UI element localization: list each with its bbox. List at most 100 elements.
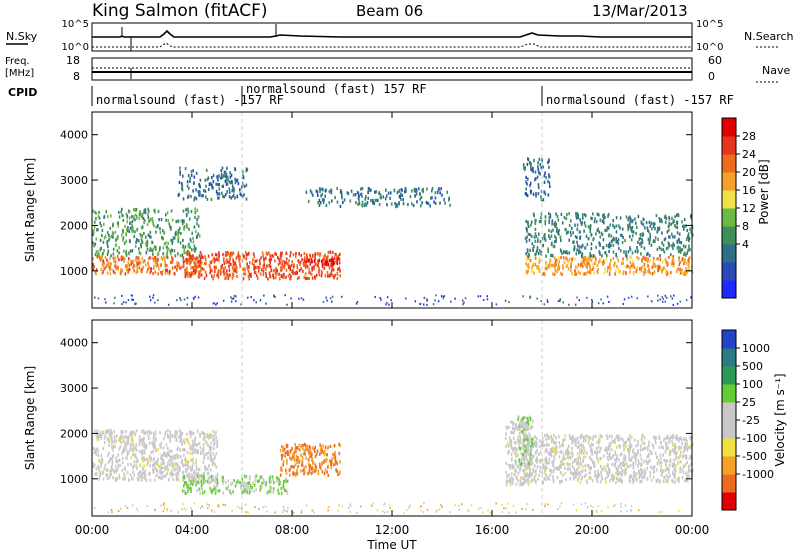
heatmap-cell — [557, 265, 559, 269]
heatmap-cell — [336, 186, 338, 191]
heatmap-cell — [203, 490, 206, 494]
heatmap-cell — [561, 480, 563, 484]
heatmap-cell — [150, 451, 153, 455]
heatmap-cell — [677, 477, 680, 481]
heatmap-cell — [172, 477, 174, 481]
heatmap-cell — [270, 257, 272, 261]
heatmap-cell — [215, 465, 218, 469]
heatmap-cell — [199, 434, 201, 438]
noise-cell — [690, 296, 692, 299]
heatmap-cell — [508, 436, 511, 440]
heatmap-cell — [313, 265, 315, 269]
heatmap-cell — [174, 265, 176, 269]
heatmap-cell — [552, 440, 555, 444]
heatmap-cell — [627, 218, 629, 222]
noise-cell — [529, 295, 532, 298]
heatmap-cell — [222, 479, 225, 483]
heatmap-cell — [567, 452, 569, 456]
heatmap-cell — [182, 245, 184, 249]
heatmap-cell — [280, 266, 282, 270]
heatmap-cell — [249, 484, 252, 488]
heatmap-cell — [186, 225, 188, 229]
noise-cell — [105, 301, 107, 304]
heatmap-cell — [134, 433, 136, 437]
heatmap-cell — [160, 466, 162, 470]
heatmap-cell — [115, 439, 117, 443]
heatmap-cell — [143, 444, 145, 448]
heatmap-cell — [308, 469, 311, 473]
heatmap-cell — [599, 434, 602, 438]
heatmap-cell — [540, 220, 542, 224]
heatmap-cell — [242, 267, 244, 272]
heatmap-cell — [529, 455, 531, 459]
heatmap-cell — [357, 191, 360, 195]
heatmap-cell — [166, 247, 169, 252]
heatmap-cell — [518, 431, 521, 436]
heatmap-cell — [622, 270, 625, 274]
heatmap-cell — [231, 184, 234, 188]
heatmap-cell — [604, 251, 606, 255]
heatmap-cell — [325, 204, 328, 208]
heatmap-cell — [221, 175, 223, 179]
heatmap-cell — [336, 462, 339, 466]
heatmap-cell — [687, 235, 690, 239]
heatmap-cell — [592, 437, 594, 441]
heatmap-cell — [373, 202, 376, 206]
heatmap-cell — [171, 239, 174, 243]
heatmap-cell — [179, 226, 181, 230]
heatmap-cell — [610, 448, 613, 452]
heatmap-cell — [260, 256, 262, 260]
heatmap-cell — [620, 480, 622, 484]
heatmap-cell — [319, 187, 322, 191]
heatmap-cell — [651, 466, 654, 470]
heatmap-cell — [386, 203, 388, 207]
heatmap-cell — [216, 253, 218, 257]
heatmap-cell — [214, 258, 217, 262]
heatmap-cell — [434, 196, 437, 200]
heatmap-cell — [658, 264, 660, 268]
heatmap-cell — [322, 200, 325, 204]
heatmap-cell — [597, 438, 600, 442]
heatmap-cell — [597, 213, 600, 217]
heatmap-cell — [130, 228, 133, 232]
heatmap-cell — [214, 463, 216, 467]
heatmap-cell — [128, 257, 130, 261]
heatmap-cell — [529, 233, 531, 237]
heatmap-cell — [228, 187, 231, 191]
heatmap-cell — [539, 163, 542, 167]
heatmap-cell — [536, 442, 538, 446]
heatmap-cell — [162, 256, 165, 260]
heatmap-cell — [611, 434, 613, 439]
heatmap-cell — [170, 261, 173, 265]
heatmap-cell — [186, 474, 188, 478]
heatmap-cell — [591, 267, 594, 271]
heatmap-cell — [211, 475, 214, 479]
heatmap-cell — [355, 201, 357, 205]
heatmap-cell — [194, 264, 196, 268]
heatmap-cell — [184, 458, 186, 462]
heatmap-cell — [641, 434, 643, 438]
heatmap-cell — [109, 236, 111, 240]
heatmap-cell — [622, 463, 624, 467]
heatmap-cell — [164, 271, 167, 275]
heatmap-cell — [318, 269, 320, 274]
heatmap-cell — [95, 237, 98, 241]
heatmap-cell — [108, 433, 111, 437]
heatmap-cell — [146, 248, 149, 252]
heatmap-cell — [594, 450, 596, 454]
heatmap-cell — [510, 430, 512, 435]
heatmap-cell — [291, 270, 294, 275]
heatmap-cell — [128, 263, 131, 267]
heatmap-cell — [562, 457, 565, 461]
heatmap-cell — [532, 444, 534, 448]
heatmap-cell — [279, 268, 282, 273]
heatmap-cell — [305, 190, 308, 194]
heatmap-cell — [129, 249, 132, 253]
heatmap-cell — [664, 268, 667, 272]
heatmap-cell — [199, 264, 201, 268]
heatmap-cell — [292, 465, 294, 469]
heatmap-cell — [558, 228, 560, 233]
heatmap-cell — [627, 465, 630, 469]
heatmap-cell — [210, 474, 213, 479]
heatmap-cell — [687, 470, 690, 474]
